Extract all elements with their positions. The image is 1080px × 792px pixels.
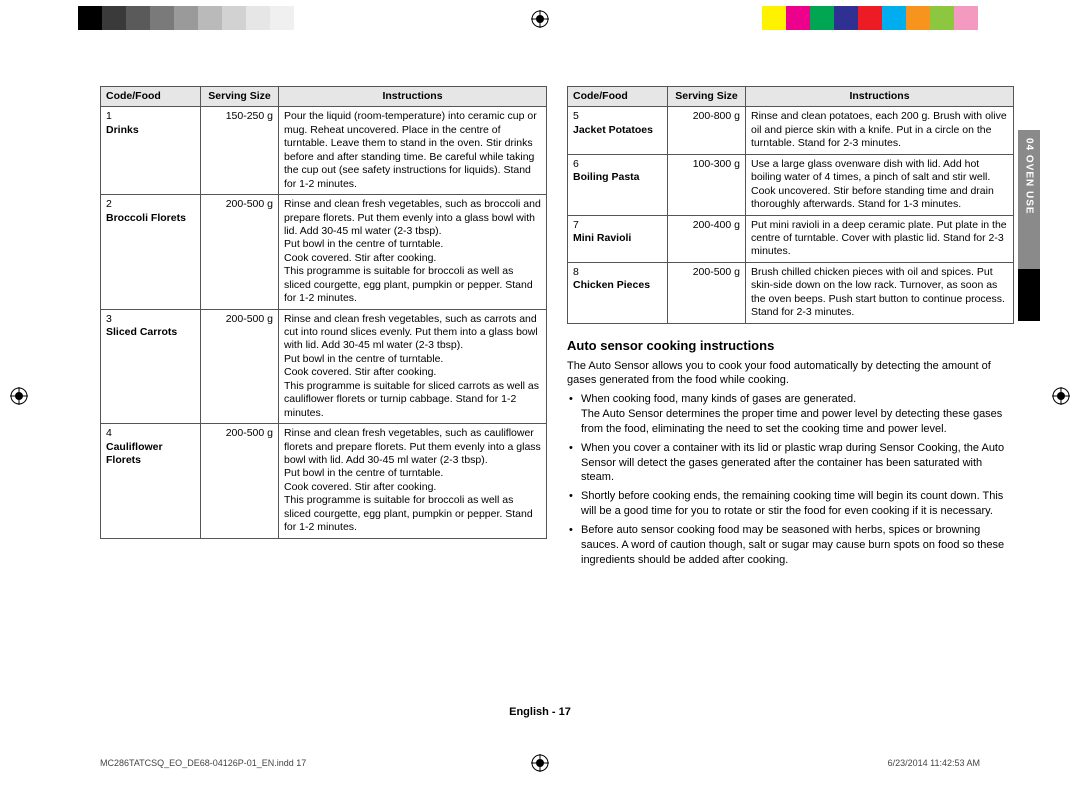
cell-instr: Brush chilled chicken pieces with oil an… [746, 262, 1014, 323]
colorbar-right [762, 6, 1002, 30]
color-swatch [222, 6, 246, 30]
side-black-bar [1018, 270, 1040, 321]
colorbar-left [78, 6, 318, 30]
color-swatch [954, 6, 978, 30]
cell-instr: Pour the liquid (room-temperature) into … [279, 107, 547, 195]
color-swatch [174, 6, 198, 30]
registration-mark-icon [531, 754, 549, 772]
color-swatch [102, 6, 126, 30]
footer-page: English - 17 [0, 706, 1080, 718]
cooking-table-left: Code/Food Serving Size Instructions 1Dri… [100, 86, 547, 539]
section-intro: The Auto Sensor allows you to cook your … [567, 359, 1014, 389]
table-row: 5Jacket Potatoes200-800 gRinse and clean… [568, 107, 1014, 154]
cell-size: 200-500 g [201, 424, 279, 539]
table-row: 2Broccoli Florets200-500 gRinse and clea… [101, 195, 547, 310]
table-row: 3Sliced Carrots200-500 gRinse and clean … [101, 309, 547, 424]
table-row: 8Chicken Pieces200-500 gBrush chilled ch… [568, 262, 1014, 323]
cell-size: 150-250 g [201, 107, 279, 195]
cell-size: 200-400 g [668, 215, 746, 262]
th-code: Code/Food [568, 87, 668, 107]
left-column: Code/Food Serving Size Instructions 1Dri… [100, 86, 547, 572]
color-swatch [270, 6, 294, 30]
table-row: 4Cauliflower Florets200-500 gRinse and c… [101, 424, 547, 539]
color-swatch [198, 6, 222, 30]
table-row: 6Boiling Pasta100-300 gUse a large glass… [568, 154, 1014, 215]
cell-instr: Rinse and clean fresh vegetables, such a… [279, 424, 547, 539]
color-swatch [150, 6, 174, 30]
cell-code: 3Sliced Carrots [101, 309, 201, 424]
cell-size: 200-500 g [201, 195, 279, 310]
section-tab-label: 04 OVEN USE [1024, 130, 1035, 215]
color-swatch [834, 6, 858, 30]
color-swatch [294, 6, 318, 30]
color-swatch [246, 6, 270, 30]
color-swatch [762, 6, 786, 30]
color-swatch [78, 6, 102, 30]
footer-file: MC286TATCSQ_EO_DE68-04126P-01_EN.indd 17 [100, 758, 306, 768]
list-item: Shortly before cooking ends, the remaini… [567, 489, 1014, 519]
cell-code: 2Broccoli Florets [101, 195, 201, 310]
cell-instr: Rinse and clean fresh vegetables, such a… [279, 195, 547, 310]
th-instr: Instructions [279, 87, 547, 107]
list-item: When cooking food, many kinds of gases a… [567, 392, 1014, 437]
footer-timestamp: 6/23/2014 11:42:53 AM [888, 758, 980, 768]
bullet-list: When cooking food, many kinds of gases a… [567, 392, 1014, 567]
color-swatch [930, 6, 954, 30]
right-column: Code/Food Serving Size Instructions 5Jac… [567, 86, 1014, 572]
table-row: 1Drinks150-250 gPour the liquid (room-te… [101, 107, 547, 195]
th-code: Code/Food [101, 87, 201, 107]
list-item: When you cover a container with its lid … [567, 441, 1014, 486]
registration-mark-icon [531, 10, 549, 28]
cell-instr: Rinse and clean potatoes, each 200 g. Br… [746, 107, 1014, 154]
cell-size: 200-500 g [668, 262, 746, 323]
registration-mark-icon [10, 387, 28, 405]
cell-code: 7Mini Ravioli [568, 215, 668, 262]
cell-code: 4Cauliflower Florets [101, 424, 201, 539]
page-content: Code/Food Serving Size Instructions 1Dri… [100, 86, 1020, 572]
cell-code: 1Drinks [101, 107, 201, 195]
cell-code: 5Jacket Potatoes [568, 107, 668, 154]
color-swatch [126, 6, 150, 30]
color-swatch [882, 6, 906, 30]
th-instr: Instructions [746, 87, 1014, 107]
th-size: Serving Size [668, 87, 746, 107]
color-swatch [978, 6, 1002, 30]
cell-size: 200-500 g [201, 309, 279, 424]
cell-instr: Put mini ravioli in a deep ceramic plate… [746, 215, 1014, 262]
color-swatch [786, 6, 810, 30]
cooking-table-right: Code/Food Serving Size Instructions 5Jac… [567, 86, 1014, 324]
list-item: Before auto sensor cooking food may be s… [567, 523, 1014, 568]
cell-instr: Use a large glass ovenware dish with lid… [746, 154, 1014, 215]
color-swatch [858, 6, 882, 30]
color-swatch [810, 6, 834, 30]
cell-code: 6Boiling Pasta [568, 154, 668, 215]
cell-size: 200-800 g [668, 107, 746, 154]
color-swatch [906, 6, 930, 30]
cell-instr: Rinse and clean fresh vegetables, such a… [279, 309, 547, 424]
section-heading: Auto sensor cooking instructions [567, 338, 1014, 353]
cell-size: 100-300 g [668, 154, 746, 215]
registration-mark-icon [1052, 387, 1070, 405]
table-row: 7Mini Ravioli200-400 gPut mini ravioli i… [568, 215, 1014, 262]
section-tab: 04 OVEN USE [1018, 130, 1040, 270]
th-size: Serving Size [201, 87, 279, 107]
cell-code: 8Chicken Pieces [568, 262, 668, 323]
